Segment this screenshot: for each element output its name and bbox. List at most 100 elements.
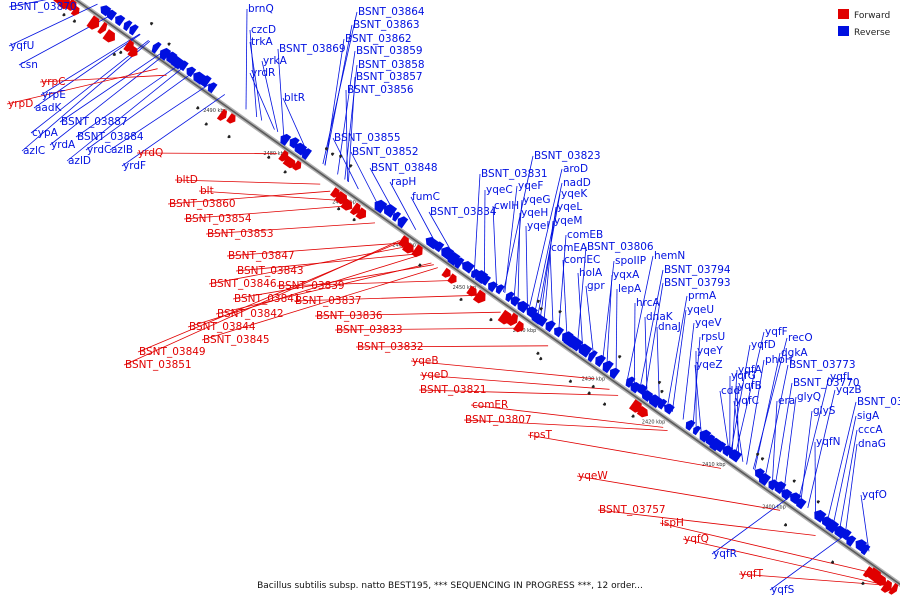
forward-gene [334, 191, 347, 205]
reverse-gene [657, 398, 668, 410]
gene-label: spoIIP [615, 255, 646, 267]
gene-label: BSNT_03757 [599, 504, 666, 516]
forward-gene [112, 52, 116, 56]
legend: Forward Reverse [838, 9, 891, 38]
gene-label: yqeV [695, 317, 722, 329]
leader-line [410, 360, 595, 380]
reverse-gene [100, 5, 112, 17]
gene-label: BSNT_03856 [347, 84, 414, 96]
leader-line [800, 410, 813, 503]
leader-line [33, 34, 141, 109]
gene-label: yqfQ [684, 533, 709, 545]
leader-line [513, 199, 523, 300]
reverse-gene [825, 519, 840, 534]
forward-gene [349, 202, 361, 216]
reverse-gene [860, 544, 871, 556]
reverse-gene [510, 296, 521, 307]
gene-label: yqfR [713, 548, 737, 560]
forward-gene [602, 402, 606, 406]
reverse-gene [637, 384, 648, 395]
leader-line [585, 285, 594, 356]
forward-gene [466, 285, 477, 297]
reverse-gene [193, 71, 207, 85]
gene-label: yqfD [751, 339, 776, 351]
gene-label: cdd [721, 385, 740, 397]
gene-label: yqfO [862, 489, 887, 501]
gene-label: yqeG [523, 194, 550, 206]
reverse-gene [454, 257, 465, 269]
gene-label: cccA [858, 424, 883, 436]
leader-line [324, 24, 353, 166]
gene-label: yqfU [10, 40, 34, 52]
gene-label: brnQ [248, 3, 274, 15]
leader-line [682, 322, 695, 420]
legend-label-reverse: Reverse [854, 28, 891, 38]
gene-label: BSNT_03833 [336, 324, 403, 336]
leader-line [410, 196, 437, 245]
leader-line [249, 29, 258, 118]
forward-gene [591, 384, 595, 389]
leader-line [730, 344, 751, 454]
reverse-gene [526, 306, 538, 319]
reverse-gene [648, 394, 663, 409]
reverse-gene [756, 452, 760, 457]
gene-label: rpsU [701, 331, 725, 343]
leader-line [249, 72, 275, 130]
forward-gene [102, 29, 115, 43]
leader-line [21, 40, 151, 152]
gene-label: yqeU [687, 304, 714, 316]
gene-label: BSNT_03848 [371, 162, 438, 174]
gene-label: yqfL [830, 371, 853, 383]
leader-line [470, 404, 664, 428]
reverse-gene [495, 284, 505, 295]
leader-line [656, 326, 660, 403]
leader-line [277, 48, 285, 137]
gene-label: blt [200, 185, 214, 197]
leader-line [783, 396, 797, 491]
leader-line [807, 389, 836, 508]
leader-line [40, 33, 141, 96]
gene-label: BSNT_03844 [189, 321, 256, 333]
gene-label: prmA [688, 290, 717, 302]
leader-line [528, 168, 563, 311]
gene-label: bltR [284, 92, 305, 104]
gene-label: rapH [391, 176, 416, 188]
leader-line [752, 337, 788, 470]
gene-label: BSNT_03853 [207, 228, 274, 240]
reverse-gene [289, 137, 300, 149]
gene-label: BSNT_03841 [234, 293, 301, 305]
reverse-gene [331, 152, 335, 156]
gene-label: bltD [176, 174, 198, 186]
reverse-gene [488, 281, 498, 293]
leader-line [492, 205, 497, 288]
leader-line [201, 267, 438, 341]
leader-line [814, 441, 816, 514]
gene-label: BSNT_03773 [789, 359, 856, 371]
gene-label: yqeB [412, 355, 439, 367]
gene-label: BSNT_03852 [352, 146, 419, 158]
reverse-gene [301, 148, 312, 160]
reverse-gene [790, 492, 802, 505]
reverse-gene [816, 500, 821, 504]
gene-label: yqfA [738, 364, 763, 376]
reverse-gene [545, 320, 556, 333]
leader-line [615, 288, 618, 372]
gene-label: yqfC [735, 395, 759, 407]
gene-label: BSNT_03834 [430, 206, 497, 218]
leader-line [606, 274, 613, 366]
leader-line [49, 52, 167, 146]
forward-gene [472, 289, 486, 304]
reverse-gene [774, 481, 787, 495]
forward-gene [568, 379, 572, 383]
legend-swatch-forward [838, 9, 849, 19]
gene-label: dgkA [781, 347, 808, 359]
leader-line [671, 309, 687, 412]
gene-label: BSNT_03854 [185, 213, 252, 225]
forward-gene [411, 244, 423, 258]
forward-gene [631, 414, 635, 418]
leader-line [474, 173, 481, 272]
gene-label: comEC [564, 254, 600, 266]
forward-gene [783, 523, 787, 527]
forward-gene [97, 21, 108, 34]
